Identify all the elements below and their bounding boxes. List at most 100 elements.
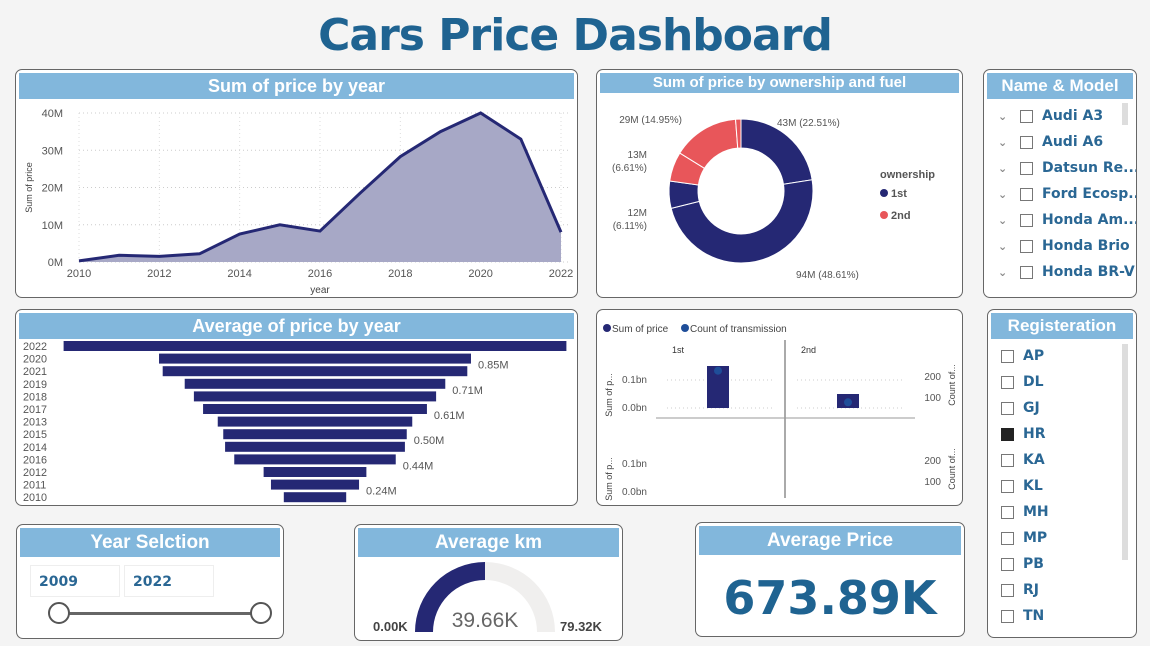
price-transmission-card: Sum of price Count of transmission 1st 2nd 0… [596, 309, 963, 506]
right-tick: 100 [924, 477, 941, 488]
funnel-bar [63, 341, 567, 351]
checkbox[interactable] [1020, 135, 1033, 149]
data-label: 0.71M [452, 385, 483, 397]
checkbox[interactable] [1001, 557, 1014, 571]
data-label: 29M (14.95%) [619, 115, 682, 126]
slicer-item[interactable]: GJ [1001, 400, 1040, 416]
y-tick-label: 40M [42, 108, 63, 120]
checkbox[interactable] [1020, 265, 1033, 279]
slicer-item[interactable]: TN [1001, 608, 1044, 624]
funnel-bar [283, 492, 347, 503]
y-tick-label: 20M [42, 183, 63, 195]
sum-price-by-year-card: Sum of price by year 0M 10M 20M 30M 40M 2010 2… [15, 69, 578, 298]
donut-slice [670, 179, 814, 264]
category-label: 2016 [23, 454, 47, 466]
scrollbar[interactable] [1122, 344, 1128, 560]
checkbox[interactable] [1001, 453, 1014, 467]
slicer-item[interactable]: ⌄ Ford Ecosp... [998, 186, 1136, 202]
slicer-item-label: PB [1023, 556, 1044, 572]
average-km-card: Average km 39.66K 0.00K 79.32K [354, 524, 623, 641]
checkbox[interactable] [1001, 609, 1014, 623]
checkbox[interactable] [1020, 187, 1033, 201]
slicer-item[interactable]: ⌄ Honda Brio [998, 238, 1130, 254]
slicer-item[interactable]: HR [1001, 426, 1046, 442]
chevron-down-icon[interactable]: ⌄ [998, 265, 1008, 279]
slicer-item[interactable]: RJ [1001, 582, 1039, 598]
slider-start-handle[interactable] [48, 602, 70, 624]
card-title: Average km [358, 528, 619, 557]
card-title: Sum of price by year [19, 73, 574, 99]
slicer-item-label: Honda Am... [1042, 212, 1137, 228]
slicer-item[interactable]: ⌄ Honda BR-V [998, 264, 1135, 280]
checkbox[interactable] [1001, 505, 1014, 519]
checkbox[interactable] [1001, 531, 1014, 545]
chevron-down-icon[interactable]: ⌄ [998, 135, 1008, 149]
right-axis-title: Count of... [947, 364, 957, 406]
left-axis-title: Sum of p... [604, 457, 614, 501]
slicer-item[interactable]: MH [1001, 504, 1049, 520]
chevron-down-icon[interactable]: ⌄ [998, 239, 1008, 253]
left-axis-title: Sum of p... [604, 373, 614, 417]
end-year-input[interactable]: 2022 [124, 565, 214, 597]
slicer-item[interactable]: ⌄ Datsun Re... [998, 160, 1137, 176]
price-bar [707, 366, 729, 408]
slicer-item-label: Honda Brio [1042, 238, 1130, 254]
slicer-item[interactable]: KA [1001, 452, 1045, 468]
checkbox[interactable] [1020, 239, 1033, 253]
x-tick-label: 2020 [468, 268, 492, 280]
checkbox[interactable] [1001, 427, 1014, 441]
checkbox[interactable] [1001, 479, 1014, 493]
panel-label: 2nd [801, 345, 816, 355]
x-tick-label: 2010 [67, 268, 91, 280]
area-line [78, 111, 563, 263]
x-tick-label: 2018 [388, 268, 412, 280]
chevron-down-icon[interactable]: ⌄ [998, 213, 1008, 227]
card-title: Average of price by year [19, 313, 574, 339]
funnel-bar [159, 353, 471, 364]
checkbox[interactable] [1001, 583, 1014, 597]
data-label-line: (6.61%) [612, 163, 647, 174]
slider-end-handle[interactable] [250, 602, 272, 624]
scrollbar[interactable] [1122, 103, 1128, 125]
data-label: 94M (48.61%) [796, 270, 859, 281]
x-axis-title: year [310, 285, 330, 296]
slicer-item[interactable]: ⌄ Audi A6 [998, 134, 1103, 150]
slicer-item[interactable]: MP [1001, 530, 1047, 546]
slicer-item[interactable]: ⌄ Audi A3 [998, 108, 1103, 124]
count-marker [714, 366, 722, 375]
slicer-title: Name & Model [987, 73, 1133, 99]
slicer-title: Year Selction [20, 528, 280, 557]
chevron-down-icon[interactable]: ⌄ [998, 109, 1008, 123]
start-year-input[interactable]: 2009 [30, 565, 120, 597]
legend-marker [603, 324, 611, 332]
slicer-item-label: Datsun Re... [1042, 160, 1137, 176]
slicer-item-label: Audi A6 [1042, 134, 1104, 150]
avg-price-by-year-card: Average of price by year 2022 2020 0.85M 20… [15, 309, 578, 506]
area-fill [79, 113, 561, 262]
funnel-bar [217, 416, 413, 427]
slicer-item[interactable]: ⌄ Honda Am... [998, 212, 1137, 228]
area-chart: 0M 10M 20M 30M 40M 2010 2012 2014 2016 2018 2020 20… [24, 108, 573, 296]
checkbox[interactable] [1020, 161, 1033, 175]
chevron-down-icon[interactable]: ⌄ [998, 161, 1008, 175]
name-model-slicer: Name & Model ⌄ Audi A3 ⌄ Audi A6 ⌄ Datsun Re.… [983, 69, 1137, 298]
chevron-down-icon[interactable]: ⌄ [998, 187, 1008, 201]
data-label: 0.85M [478, 360, 509, 372]
card-title: Average Price [699, 526, 961, 555]
checkbox[interactable] [1020, 109, 1033, 123]
x-tick-label: 2022 [549, 268, 573, 280]
checkbox[interactable] [1020, 213, 1033, 227]
registration-slicer: Registeration AP DL GJ HR KA KL MH MP PB RJ TN [987, 309, 1137, 638]
slicer-item-label: Honda BR-V [1042, 264, 1135, 280]
slicer-item[interactable]: AP [1001, 348, 1044, 364]
slicer-item[interactable]: DL [1001, 374, 1044, 390]
checkbox[interactable] [1001, 401, 1014, 415]
slicer-item-label: RJ [1023, 582, 1039, 598]
slicer-item[interactable]: KL [1001, 478, 1043, 494]
checkbox[interactable] [1001, 375, 1014, 389]
gauge-min: 0.00K [373, 619, 408, 634]
data-label: 0.44M [403, 460, 434, 472]
slider-track [60, 612, 263, 615]
slicer-item[interactable]: PB [1001, 556, 1044, 572]
checkbox[interactable] [1001, 349, 1014, 363]
